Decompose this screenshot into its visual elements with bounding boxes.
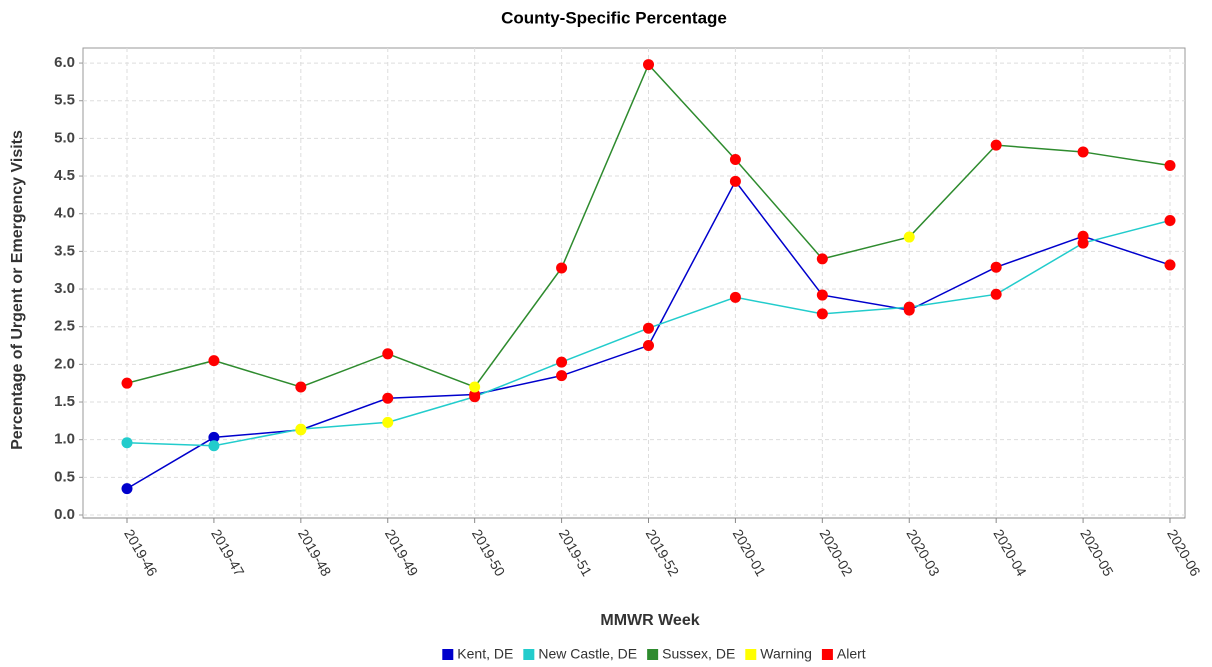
- legend-label: Sussex, DE: [662, 646, 735, 662]
- data-point: [121, 483, 133, 495]
- legend-swatch: [647, 649, 659, 660]
- data-point: [1164, 259, 1176, 271]
- data-point: [903, 231, 915, 243]
- data-point: [382, 348, 394, 360]
- data-point: [816, 289, 828, 301]
- x-tick-label: 2019-49: [382, 526, 422, 579]
- data-point: [382, 416, 394, 428]
- x-tick-label: 2019-52: [643, 526, 683, 579]
- y-tick-label: 5.5: [54, 92, 75, 109]
- legend-swatch: [442, 649, 454, 660]
- chart-title: County-Specific Percentage: [501, 8, 727, 27]
- legend-swatch: [745, 649, 757, 660]
- y-tick-label: 6.0: [54, 54, 75, 71]
- x-tick-label: 2019-47: [208, 526, 248, 579]
- data-point: [729, 175, 741, 187]
- data-point: [816, 253, 828, 265]
- data-point: [556, 262, 568, 274]
- data-point: [208, 355, 220, 367]
- x-tick-label: 2019-46: [121, 526, 161, 579]
- data-point: [1164, 214, 1176, 226]
- data-point: [729, 153, 741, 165]
- legend-label: New Castle, DE: [538, 646, 637, 662]
- legend-swatch: [523, 649, 535, 660]
- data-point: [643, 340, 654, 352]
- data-point: [643, 59, 654, 71]
- legend: Kent, DE New Castle, DE Sussex, DE Warning A…: [442, 646, 866, 662]
- data-point: [1164, 160, 1176, 172]
- data-point: [1077, 146, 1089, 158]
- y-tick-label: 5.0: [54, 129, 75, 146]
- y-tick-label: 3.5: [54, 242, 75, 259]
- data-point: [382, 392, 394, 404]
- y-tick-label: 0.5: [54, 468, 75, 485]
- y-tick-label: 0.0: [54, 506, 75, 523]
- data-point: [469, 381, 481, 393]
- y-tick-label: 3.0: [54, 280, 75, 297]
- data-point: [556, 370, 568, 382]
- data-point: [208, 431, 220, 443]
- data-point: [990, 261, 1002, 273]
- data-point: [816, 308, 828, 320]
- data-point: [121, 377, 133, 389]
- y-tick-label: 2.0: [54, 355, 75, 372]
- x-tick-label: 2019-48: [295, 526, 335, 579]
- data-point: [208, 440, 220, 452]
- x-axis-label: MMWR Week: [600, 612, 699, 629]
- y-tick-label: 4.5: [54, 167, 75, 184]
- x-tick-label: 2020-06: [1164, 526, 1204, 579]
- x-tick-label: 2020-05: [1077, 526, 1117, 579]
- data-point: [556, 356, 568, 368]
- y-axis-label: Percentage of Urgent or Emergency Visits: [9, 130, 26, 450]
- data-point: [990, 139, 1002, 151]
- plot-area: [82, 47, 1186, 519]
- data-point: [643, 322, 654, 334]
- x-tick-label: 2019-50: [469, 526, 509, 579]
- data-point: [903, 301, 915, 313]
- data-point: [295, 381, 307, 393]
- legend-label: Warning: [760, 646, 812, 662]
- y-tick-label: 4.0: [54, 205, 75, 222]
- y-tick-label: 2.5: [54, 318, 75, 335]
- x-tick-label: 2020-04: [990, 526, 1030, 579]
- x-tick-label: 2020-03: [903, 526, 943, 579]
- y-tick-label: 1.0: [54, 431, 75, 448]
- x-tick-label: 2020-01: [730, 526, 770, 579]
- data-point: [121, 437, 133, 449]
- legend-swatch: [821, 649, 833, 660]
- data-point: [1077, 237, 1089, 249]
- data-point: [990, 288, 1002, 300]
- y-tick-label: 1.5: [54, 393, 75, 410]
- data-point: [729, 291, 741, 303]
- legend-label: Kent, DE: [457, 646, 513, 662]
- legend-label: Alert: [837, 646, 866, 662]
- data-point: [295, 423, 307, 435]
- x-tick-label: 2020-02: [817, 526, 857, 579]
- x-tick-label: 2019-51: [556, 526, 596, 579]
- data-point: [469, 391, 481, 403]
